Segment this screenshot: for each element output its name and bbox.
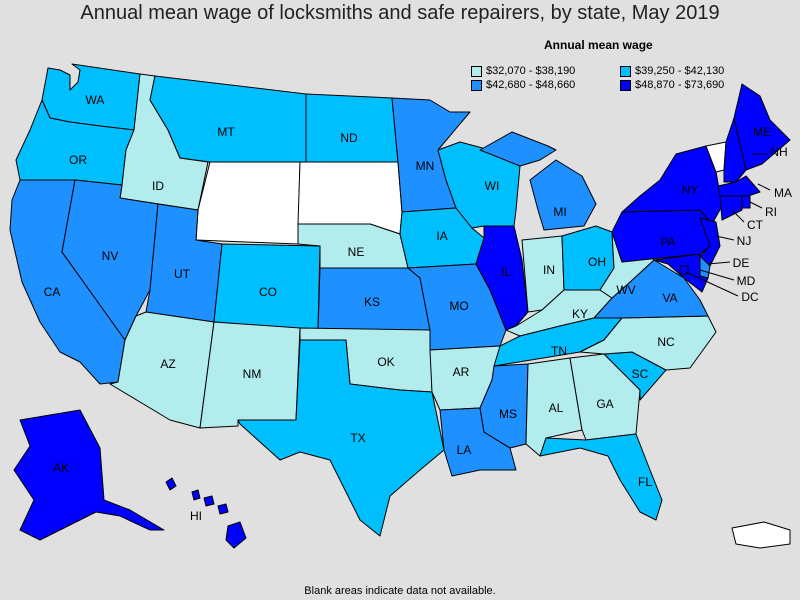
state-label-MS: MS [499, 407, 517, 421]
legend-item-tier3: $42,680 - $48,660 [471, 79, 575, 91]
legend-swatch-tier2 [620, 65, 631, 77]
map-title: Annual mean wage of locksmiths and safe … [80, 2, 720, 24]
leader-line-de [707, 261, 731, 265]
state-label-AZ: AZ [160, 357, 175, 371]
legend-item-tier1: $32,070 - $38,190 [471, 65, 575, 77]
state-label-NE: NE [348, 245, 365, 259]
state-MI[interactable] [479, 131, 597, 231]
state-RI[interactable] [741, 195, 751, 209]
legend-swatch-tier3 [471, 79, 482, 91]
state-label-KS: KS [364, 295, 380, 309]
leader-line-ct [731, 209, 745, 223]
state-label-AK: AK [53, 461, 69, 475]
state-label-AL: AL [549, 401, 564, 415]
state-FL[interactable] [539, 433, 663, 521]
leader-line-md [699, 269, 735, 281]
state-label-DE: DE [733, 256, 750, 270]
legend-item-tier4: $48,870 - $73,690 [620, 79, 724, 91]
state-label-OR: OR [69, 153, 87, 167]
state-label-UT: UT [174, 267, 191, 281]
state-label-OK: OK [377, 355, 394, 369]
state-WY[interactable] [195, 161, 301, 245]
state-TX[interactable] [237, 339, 445, 537]
leader-line-ma [757, 183, 771, 191]
state-label-HI: HI [190, 509, 202, 523]
state-label-NJ: NJ [737, 234, 752, 248]
state-label-TX: TX [350, 431, 365, 445]
state-label-IL: IL [501, 265, 511, 279]
state-label-MN: MN [416, 159, 435, 173]
state-label-WA: WA [86, 93, 105, 107]
state-label-NY: NY [682, 183, 699, 197]
leader-line-nj [715, 235, 735, 241]
state-label-TN: TN [551, 344, 567, 358]
territory-PR[interactable] [731, 521, 791, 549]
state-label-CA: CA [44, 285, 61, 299]
state-NC[interactable] [579, 315, 717, 371]
state-label-WI: WI [485, 179, 500, 193]
legend-label-tier4: $48,870 - $73,690 [635, 79, 725, 91]
state-ND[interactable] [305, 93, 399, 163]
state-label-IA: IA [436, 229, 447, 243]
legend-label-tier2: $39,250 - $42,130 [635, 65, 725, 77]
state-label-MO: MO [449, 299, 468, 313]
state-label-MT: MT [217, 125, 235, 139]
state-label-SC: SC [632, 367, 649, 381]
state-label-VA: VA [662, 291, 677, 305]
state-label-ND: ND [340, 131, 358, 145]
state-label-FL: FL [638, 475, 652, 489]
state-label-OH: OH [588, 255, 606, 269]
state-label-AR: AR [453, 365, 470, 379]
state-label-NC: NC [657, 335, 675, 349]
state-label-NM: NM [243, 367, 262, 381]
state-AK[interactable] [13, 409, 165, 541]
legend-swatch-tier4 [620, 79, 631, 91]
state-label-ME: ME [753, 125, 771, 139]
leader-line-ri [749, 201, 763, 209]
legend-label-tier1: $32,070 - $38,190 [486, 65, 576, 77]
state-label-ID: ID [152, 179, 164, 193]
leader-line-dc [685, 271, 739, 297]
state-SD[interactable] [297, 161, 403, 235]
state-label-KY: KY [572, 307, 588, 321]
state-label-NH: NH [770, 145, 787, 159]
legend-title: Annual mean wage [544, 38, 653, 52]
state-label-PA: PA [660, 235, 675, 249]
state-label-NV: NV [102, 249, 119, 263]
state-label-CT: CT [747, 218, 764, 232]
state-label-DC: DC [741, 290, 759, 304]
state-label-CO: CO [259, 285, 277, 299]
legend-label-tier3: $42,680 - $48,660 [486, 79, 576, 91]
footnote: Blank areas indicate data not available. [304, 585, 496, 597]
legend-swatch-tier1 [471, 65, 482, 77]
state-CT[interactable] [719, 195, 743, 221]
state-label-LA: LA [457, 443, 472, 457]
state-label-WV: WV [616, 283, 635, 297]
state-label-MA: MA [774, 186, 792, 200]
state-label-GA: GA [596, 397, 613, 411]
state-label-MI: MI [553, 205, 566, 219]
state-label-RI: RI [765, 205, 777, 219]
state-HI[interactable] [165, 477, 247, 549]
state-label-IN: IN [543, 263, 555, 277]
legend-item-tier2: $39,250 - $42,130 [620, 65, 724, 77]
state-label-MD: MD [737, 274, 756, 288]
state-ME[interactable] [733, 83, 791, 171]
